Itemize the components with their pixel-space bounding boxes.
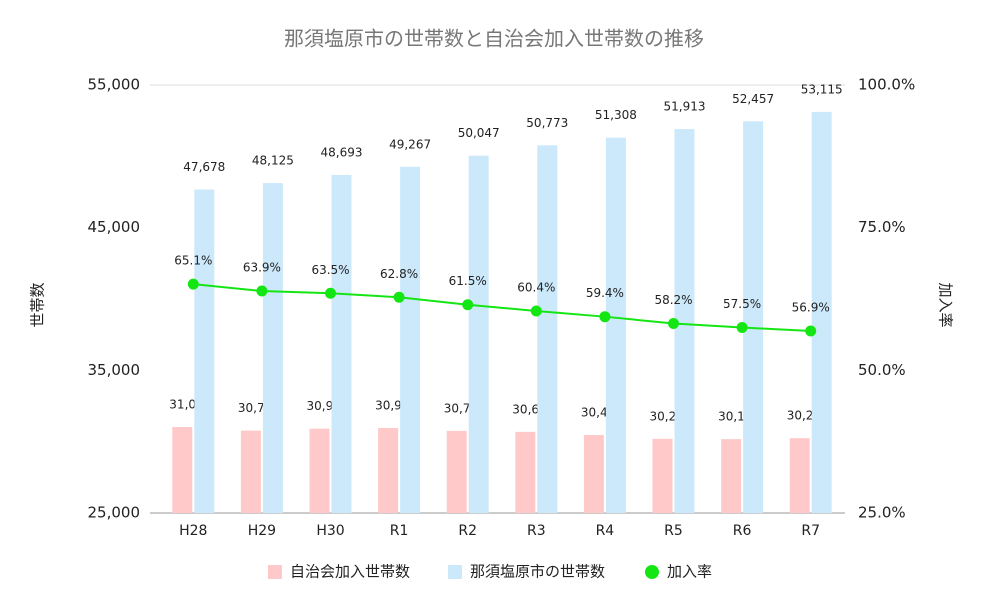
y2-tick-label: 25.0% [858,504,906,522]
data-label: 65.1% [174,254,212,268]
data-label: 49,267 [389,137,431,151]
x-tick-label: R6 [733,523,752,539]
line [193,283,811,332]
data-label: 47,678 [183,160,225,174]
legend-swatch [448,565,462,579]
bar [378,428,399,513]
bar [743,121,764,513]
x-tick-label: R5 [664,523,683,539]
line-point [393,291,405,303]
line-point [462,299,474,311]
x-tick-label: R1 [390,523,409,539]
bar [537,145,558,513]
data-label: 58.2% [654,293,692,307]
x-tick-label: R2 [458,523,477,539]
bar [240,430,261,513]
data-label: 50,773 [526,116,568,130]
data-label: 63.5% [311,263,349,277]
data-label: 59.4% [586,286,624,300]
legend-swatch [645,565,659,579]
data-label: 51,913 [664,100,706,114]
bar [652,438,673,513]
line-point [187,278,199,290]
data-label: 52,457 [732,92,774,106]
legend-swatch [268,565,282,579]
x-tick-label: H28 [179,523,207,539]
x-tick-label: H30 [316,523,344,539]
legend-label: 那須塩原市の世帯数 [470,563,605,581]
bar [674,129,695,513]
bar [194,189,215,513]
bar [446,430,467,513]
data-label: 50,047 [458,126,500,140]
line-point [736,322,748,334]
x-tick-label: R4 [596,523,615,539]
data-label: 53,115 [801,82,843,96]
y2-tick-label: 75.0% [858,218,906,236]
y-tick-label: 25,000 [88,504,141,522]
y2-axis-title: 加入率 [937,282,955,327]
data-label: 48,693 [321,145,363,159]
line-point [530,305,542,317]
x-tick-label: R3 [527,523,546,539]
bar [583,435,604,513]
legend-label: 自治会加入世帯数 [290,563,410,581]
line-point [325,287,336,299]
bar [811,111,832,513]
bar [468,155,489,514]
bar [789,438,810,513]
bar [605,137,626,513]
bar [331,174,352,514]
data-label: 63.9% [243,261,281,275]
line-point [256,285,268,297]
line-point [599,311,611,323]
data-label: 57.5% [723,297,761,311]
data-label: 48,125 [252,154,294,168]
line-point [668,318,679,330]
data-label: 62.8% [380,267,418,281]
bar [172,427,193,513]
line-point [805,325,817,337]
y-tick-label: 55,000 [88,76,141,94]
bar [400,166,421,513]
y2-tick-label: 100.0% [858,76,915,94]
bar [721,439,742,513]
y2-tick-label: 50.0% [858,361,906,379]
bar [262,183,283,514]
x-tick-label: R7 [801,523,820,539]
legend-label: 加入率 [667,563,712,581]
bar [309,428,330,513]
data-label: 51,308 [595,108,637,122]
y-axis-title: 世帯数 [29,282,47,327]
x-tick-label: H29 [248,523,276,539]
data-label: 61.5% [449,274,487,288]
data-label: 60.4% [517,280,555,294]
data-label: 56.9% [792,300,830,314]
bar [515,431,536,513]
y-tick-label: 35,000 [88,361,141,379]
y-tick-label: 45,000 [88,218,141,236]
chart-title: 那須塩原市の世帯数と自治会加入世帯数の推移 [284,27,704,51]
